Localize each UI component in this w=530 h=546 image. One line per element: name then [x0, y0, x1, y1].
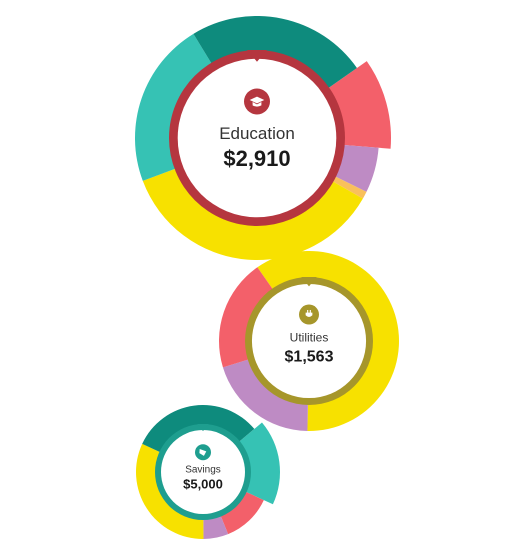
education-segment-3[interactable]: [142, 168, 363, 260]
utilities-amount: $1,563: [285, 348, 334, 365]
utilities-segments: [219, 251, 399, 431]
savings-segment-2[interactable]: [203, 515, 229, 539]
education-donut[interactable]: Education $2,910: [135, 16, 391, 260]
education-label: Education: [219, 124, 295, 143]
education-amount: $2,910: [223, 146, 290, 171]
savings-segment-3[interactable]: [136, 443, 204, 539]
plug-icon: [299, 304, 319, 325]
utilities-label: Utilities: [290, 331, 329, 345]
savings-center: [161, 430, 245, 514]
education-segment-4[interactable]: [135, 33, 212, 181]
graduation-cap-icon: [244, 88, 270, 115]
savings-donut[interactable]: Savings $5,000: [136, 404, 280, 539]
education-pointer: [247, 50, 267, 62]
utilities-center: [251, 283, 367, 399]
savings-amount: $5,000: [183, 477, 223, 492]
education-segment-1[interactable]: [335, 144, 379, 192]
utilities-donut[interactable]: Utilities $1,563: [219, 251, 399, 431]
piggy-bank-icon: [195, 444, 211, 461]
utilities-pointer: [301, 277, 317, 287]
education-segment-2[interactable]: [332, 176, 367, 199]
education-center: [177, 58, 337, 218]
savings-segment-4[interactable]: [142, 404, 255, 453]
utilities-segment-1[interactable]: [222, 359, 308, 431]
utilities-segment-2[interactable]: [219, 267, 273, 368]
utilities-segment-0[interactable]: [257, 251, 399, 431]
savings-label: Savings: [185, 465, 221, 476]
savings-segment-1[interactable]: [220, 491, 264, 535]
savings-pointer: [197, 424, 209, 432]
